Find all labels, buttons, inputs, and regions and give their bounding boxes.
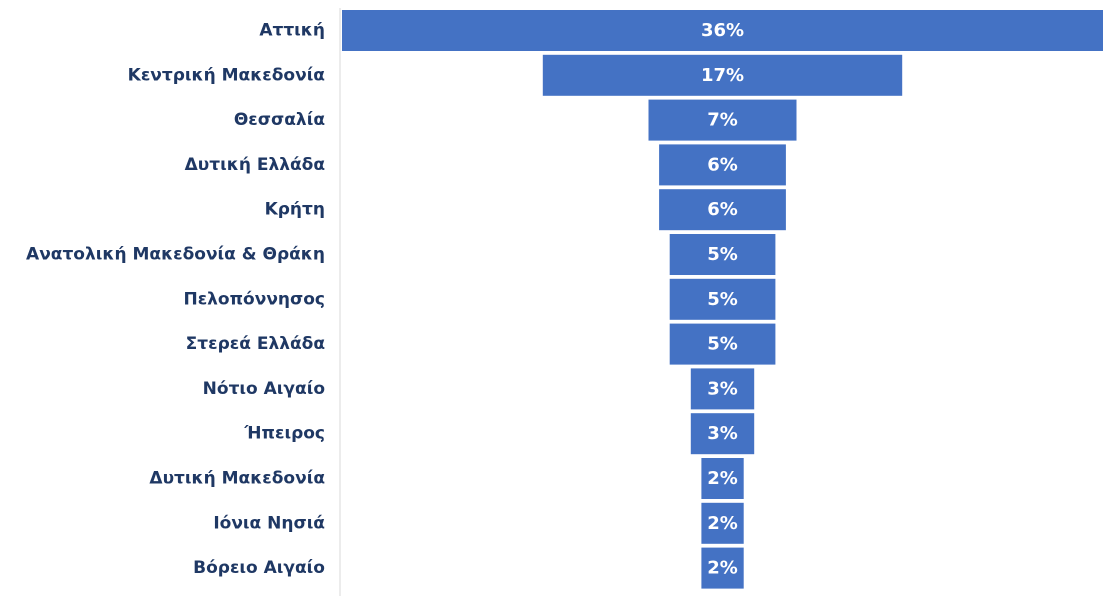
funnel-bar <box>659 144 786 186</box>
funnel-bar <box>669 278 776 320</box>
category-label: Δυτική Ελλάδα <box>185 155 325 175</box>
category-label: Στερεά Ελλάδα <box>186 334 325 354</box>
category-label: Δυτική Μακεδονία <box>149 469 325 489</box>
category-label: Ανατολική Μακεδονία & Θράκη <box>26 245 325 265</box>
data-label: 3% <box>707 423 738 444</box>
funnel-bar <box>669 323 776 365</box>
category-label: Νότιο Αιγαίο <box>203 379 325 399</box>
category-label: Κρήτη <box>265 200 325 220</box>
data-label: 2% <box>707 558 738 579</box>
funnel-bar <box>669 234 776 275</box>
funnel-bar <box>701 502 744 544</box>
funnel-bar <box>659 189 786 231</box>
category-label: Ήπειρος <box>243 424 325 444</box>
funnel-bar <box>542 54 903 96</box>
funnel-bar <box>701 458 744 499</box>
funnel-bar <box>690 413 755 455</box>
data-label: 7% <box>707 110 738 131</box>
category-label: Βόρειο Αιγαίο <box>193 558 325 578</box>
funnel-bar <box>648 99 797 141</box>
category-labels-layer: Αττική Κεντρική Μακεδονία Θεσσαλία Δυτική Ε… <box>26 21 325 579</box>
funnel-bar <box>342 10 1103 51</box>
funnel-bar <box>701 547 744 589</box>
data-label: 2% <box>707 468 738 489</box>
data-label: 2% <box>707 513 738 534</box>
data-label: 17% <box>701 65 744 86</box>
data-label: 6% <box>707 154 738 175</box>
category-label: Αττική <box>259 21 325 41</box>
bars-layer <box>342 10 1103 589</box>
data-label: 5% <box>707 289 738 310</box>
data-label: 5% <box>707 244 738 265</box>
category-label: Κεντρική Μακεδονία <box>128 65 325 85</box>
category-label: Θεσσαλία <box>234 110 325 130</box>
data-label: 36% <box>701 20 744 41</box>
data-label: 3% <box>707 378 738 399</box>
data-label: 5% <box>707 334 738 355</box>
funnel-bar <box>690 368 755 410</box>
category-label: Πελοπόννησος <box>183 289 325 309</box>
data-label: 6% <box>707 199 738 220</box>
category-label: Ιόνια Νησιά <box>213 513 325 533</box>
data-labels-layer: 36% 17% 7% 6% 6% 5% 5% 5% 3% 3% 2% 2% 2% <box>701 20 744 579</box>
